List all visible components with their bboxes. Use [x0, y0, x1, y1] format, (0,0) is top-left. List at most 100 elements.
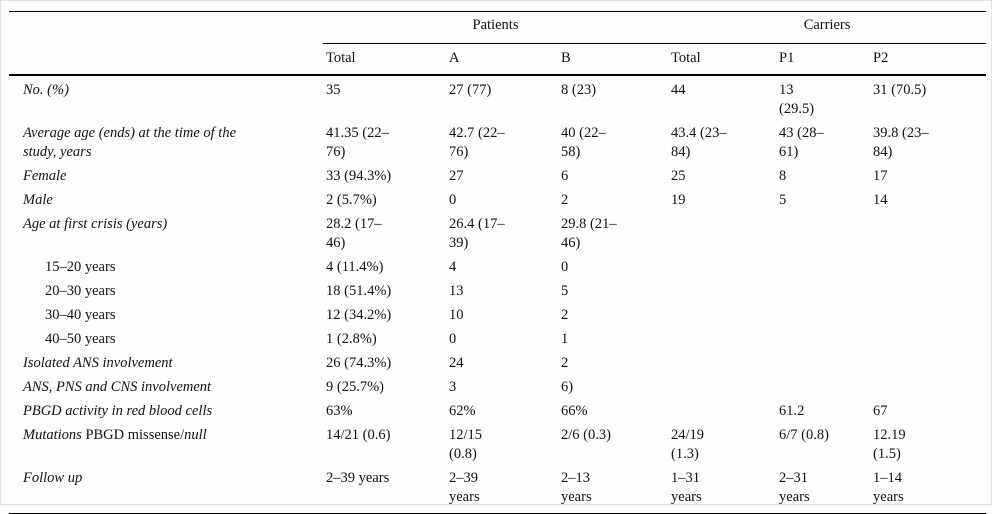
row-label: No. (%): [23, 82, 69, 98]
table-row: PBGD activity in red blood cells 63% 62% 66…: [9, 400, 986, 424]
table-row: Age at first crisis (years) 28.2 (17– 46)…: [9, 213, 986, 256]
data-cell: [776, 352, 870, 376]
data-cell: 12.19 (1.5): [873, 427, 906, 462]
data-cell: 2: [561, 307, 569, 323]
data-cell: 1–14 years: [873, 470, 904, 505]
table-row: Follow up 2–39 years 2–39 years 2–13 years 1…: [9, 467, 986, 514]
data-cell: [870, 280, 986, 304]
table-row: No. (%) 35 27 (77) 8 (23) 44 13 (29.5) 31 (70.…: [9, 75, 986, 122]
data-cell: 39.8 (23– 84): [873, 125, 929, 160]
data-cell: 12 (34.2%): [326, 307, 392, 323]
row-label: Female: [23, 168, 67, 184]
data-cell: 28.2 (17– 46): [326, 216, 382, 251]
data-cell: 26 (74.3%): [326, 355, 392, 371]
table-row: Average age (ends) at the time of the st…: [9, 122, 986, 165]
col-header-carriers-total: Total: [668, 43, 777, 76]
data-cell: 2–39 years: [326, 470, 390, 486]
data-cell: 62%: [449, 403, 476, 419]
data-cell: 1 (2.8%): [326, 331, 377, 347]
data-cell: [776, 280, 870, 304]
data-cell: [776, 256, 870, 280]
row-label: 20–30 years: [45, 283, 116, 299]
data-cell: 44: [671, 82, 686, 98]
data-cell: [668, 352, 776, 376]
col-header-patients-b: B: [558, 43, 669, 76]
row-label: Male: [23, 192, 53, 208]
data-cell: 14: [873, 192, 888, 208]
table-row: 15–20 years 4 (11.4%) 4 0: [9, 256, 986, 280]
data-cell: 63%: [326, 403, 353, 419]
data-cell: 17: [873, 168, 888, 184]
data-cell: 3: [449, 379, 457, 395]
data-cell: 61.2: [779, 403, 805, 419]
row-label: Follow up: [23, 470, 83, 486]
row-label: Isolated ANS involvement: [23, 355, 173, 371]
data-cell: 29.8 (21– 46): [561, 216, 617, 251]
data-cell: 42.7 (22– 76): [449, 125, 505, 160]
data-cell: [668, 328, 776, 352]
data-cell: 24/19 (1.3): [671, 427, 705, 462]
data-cell: [668, 213, 776, 256]
data-cell: 2–31 years: [779, 470, 810, 505]
data-cell: [668, 400, 776, 424]
data-cell: 2/6 (0.3): [561, 427, 611, 443]
data-cell: 8 (23): [561, 82, 597, 98]
data-cell: 1: [561, 331, 569, 347]
data-cell: 5: [561, 283, 569, 299]
data-cell: 27: [449, 168, 464, 184]
column-header-row: Total A B Total P1 P2: [9, 43, 987, 76]
data-cell: [776, 328, 870, 352]
data-cell: 2 (5.7%): [326, 192, 377, 208]
data-cell: [870, 304, 986, 328]
data-cell: 10: [449, 307, 464, 323]
row-label-part: Mutations: [23, 427, 86, 443]
data-cell: 14/21 (0.6): [326, 427, 391, 443]
row-label: 15–20 years: [45, 259, 116, 275]
data-cell: [870, 328, 986, 352]
col-header-patients-a: A: [446, 43, 558, 76]
corner-cell-lower: [9, 43, 323, 76]
data-cell: [776, 213, 870, 256]
data-cell: 0: [561, 259, 569, 275]
data-cell: 66%: [561, 403, 588, 419]
row-label: 30–40 years: [45, 307, 116, 323]
data-cell: 4: [449, 259, 457, 275]
col-header-carriers-p1: P1: [776, 43, 871, 76]
data-cell: 43 (28– 61): [779, 125, 824, 160]
data-cell: [870, 352, 986, 376]
table-row: Male 2 (5.7%) 0 2 19 5 14: [9, 189, 986, 213]
data-cell: 31 (70.5): [873, 82, 927, 98]
data-cell: 41.35 (22– 76): [326, 125, 389, 160]
row-label: 40–50 years: [45, 331, 116, 347]
data-cell: 6): [561, 379, 574, 395]
data-cell: 18 (51.4%): [326, 283, 392, 299]
data-cell: 26.4 (17– 39): [449, 216, 505, 251]
table-row: ANS, PNS and CNS involvement 9 (25.7%) 3 6): [9, 376, 986, 400]
row-label: Average age (ends) at the time of the st…: [23, 125, 237, 160]
data-cell: 2–39 years: [449, 470, 480, 505]
data-cell: 2: [561, 192, 569, 208]
row-label: Mutations PBGD missense/null: [9, 424, 323, 467]
data-cell: 13: [449, 283, 464, 299]
row-label-part: PBGD missense/: [85, 427, 185, 443]
data-cell: 0: [449, 331, 457, 347]
data-cell: [668, 376, 776, 400]
data-cell: [870, 376, 986, 400]
data-cell: 25: [671, 168, 686, 184]
data-cell: 6: [561, 168, 569, 184]
data-cell: 33 (94.3%): [326, 168, 392, 184]
group-header-carriers: Carriers: [668, 11, 987, 44]
table-row: 30–40 years 12 (34.2%) 10 2: [9, 304, 986, 328]
table-row: Female 33 (94.3%) 27 6 25 8 17: [9, 165, 986, 189]
data-cell: 5: [779, 192, 787, 208]
data-cell: [870, 256, 986, 280]
data-cell: 19: [671, 192, 686, 208]
data-cell: 1–31 years: [671, 470, 702, 505]
table-body: No. (%) 35 27 (77) 8 (23) 44 13 (29.5) 31 (70.…: [9, 75, 986, 514]
data-cell: 40 (22– 58): [561, 125, 606, 160]
corner-cell: [9, 12, 323, 44]
data-cell: 27 (77): [449, 82, 492, 98]
row-label: Age at first crisis (years): [23, 216, 168, 232]
row-label: ANS, PNS and CNS involvement: [23, 379, 212, 395]
